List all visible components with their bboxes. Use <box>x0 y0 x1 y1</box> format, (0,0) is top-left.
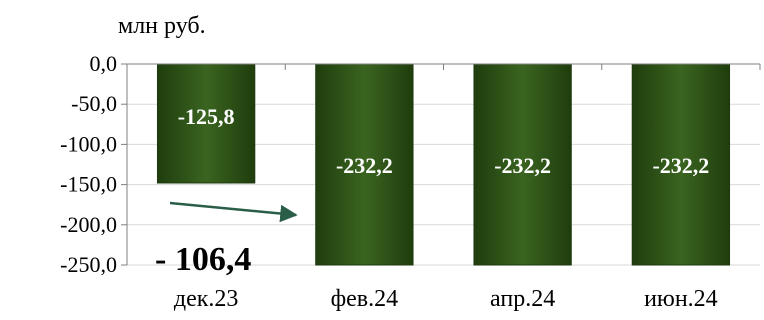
unit-label: млн руб. <box>118 13 206 39</box>
x-category-label: фев.24 <box>331 286 399 312</box>
x-category-label: апр.24 <box>490 286 555 312</box>
change-annotation: - 106,4 <box>155 241 251 278</box>
y-tick-label: -100,0 <box>60 131 117 156</box>
y-tick-label: -50,0 <box>71 91 117 116</box>
x-category-label: июн.24 <box>644 286 718 312</box>
x-axis: дек.23 фев.24 апр.24 июн.24 <box>127 63 761 312</box>
bar-value-label: -232,2 <box>652 153 709 178</box>
bar-value-label: -232,2 <box>336 153 393 178</box>
bars: -125,8 -232,2 -232,2 -232,2 <box>156 63 731 266</box>
trend-arrow <box>169 201 298 223</box>
bar <box>315 63 414 266</box>
y-tick-label: -150,0 <box>60 172 117 197</box>
y-tick-label: 0,0 <box>90 51 118 76</box>
bar-value-label: -125,8 <box>178 104 235 129</box>
bar <box>156 63 256 184</box>
y-axis: 0,0 -50,0 -100,0 -150,0 -200,0 -250,0 <box>60 51 128 277</box>
y-tick-label: -250,0 <box>60 252 117 277</box>
bar-value-label: -232,2 <box>494 153 551 178</box>
y-tick-label: -200,0 <box>60 212 117 237</box>
x-category-label: дек.23 <box>174 286 239 312</box>
